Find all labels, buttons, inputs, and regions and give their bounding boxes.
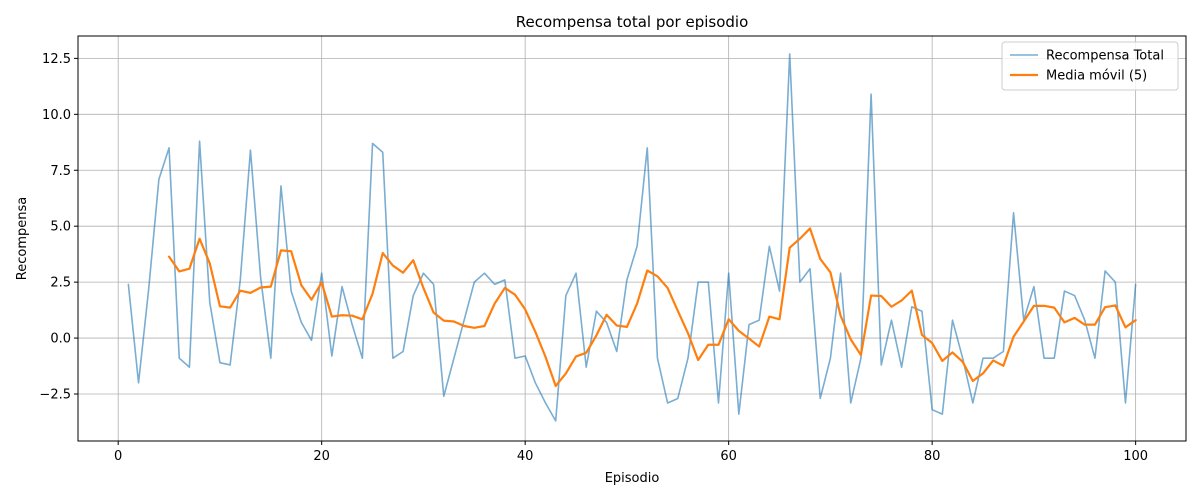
y-tick-label: 2.5 — [50, 276, 71, 291]
y-tick-label: 5.0 — [50, 220, 71, 235]
x-axis-label: Episodio — [605, 471, 660, 486]
y-tick-label: −2.5 — [39, 388, 71, 403]
grid — [78, 36, 1186, 441]
x-tick-label: 0 — [114, 449, 122, 464]
x-tick-label: 20 — [313, 449, 330, 464]
y-tick-label: 7.5 — [50, 164, 71, 179]
series-layer — [127, 53, 1137, 422]
x-tick-label: 40 — [517, 449, 534, 464]
y-tick-label: 10.0 — [42, 108, 71, 123]
legend: Recompensa Total Media móvil (5) — [1001, 41, 1179, 91]
x-tick-label: 100 — [1123, 449, 1148, 464]
legend-entry: Media móvil (5) — [1046, 69, 1147, 84]
plot-frame — [77, 35, 1187, 442]
y-tick-label: 12.5 — [42, 52, 71, 67]
series-line-recompensa-total — [127, 53, 1137, 422]
x-tick-label: 60 — [720, 449, 737, 464]
legend-entry: Recompensa Total — [1046, 49, 1164, 64]
y-axis-label: Recompensa — [15, 197, 30, 280]
chart-title: Recompensa total por episodio — [516, 13, 749, 31]
series-line-media-movil — [167, 227, 1137, 388]
y-axis: −2.5 0.0 2.5 5.0 7.5 10.0 12.5 — [39, 52, 78, 403]
x-axis: 0 20 40 60 80 100 — [114, 441, 1148, 464]
y-tick-label: 0.0 — [50, 332, 71, 347]
x-tick-label: 80 — [924, 449, 941, 464]
legend-box — [1001, 41, 1179, 91]
